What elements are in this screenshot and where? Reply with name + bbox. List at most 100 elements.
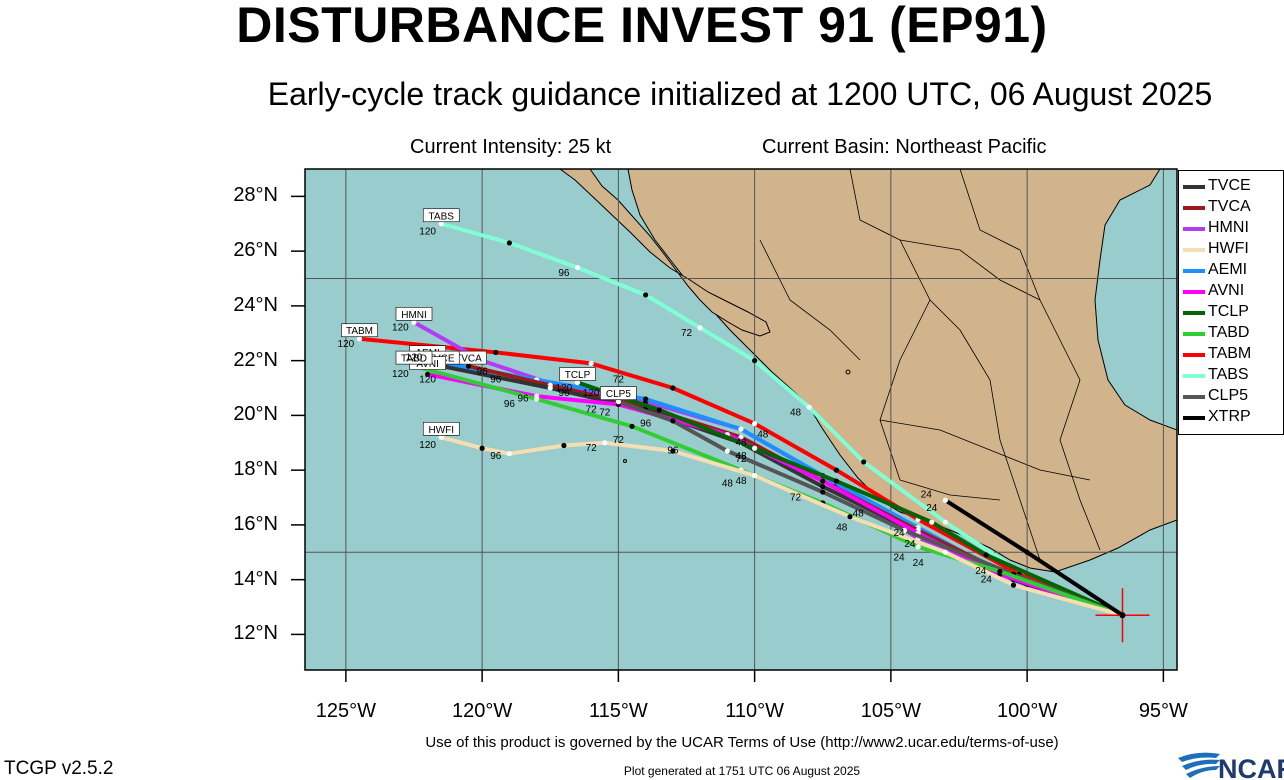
forecast-hour-label: 72 bbox=[790, 492, 802, 503]
forecast-hour-label: 96 bbox=[517, 394, 529, 405]
forecast-hour-label: 48 bbox=[853, 509, 865, 520]
forecast-hour-label: 96 bbox=[558, 388, 570, 399]
legend-swatch bbox=[1183, 185, 1205, 189]
forecast-point bbox=[724, 448, 730, 454]
forecast-hour-label: 120 bbox=[338, 339, 355, 350]
lon-label: 110°W bbox=[725, 700, 784, 722]
logo-text: NCAR bbox=[1218, 754, 1284, 780]
forecast-hour-label: 24 bbox=[981, 574, 993, 585]
legend-item-tvca: TVCA bbox=[1181, 197, 1281, 217]
forecast-point bbox=[670, 385, 676, 391]
forecast-point bbox=[942, 549, 948, 555]
forecast-point bbox=[738, 426, 744, 432]
forecast-point bbox=[901, 527, 908, 533]
track-name-label: HMNI bbox=[401, 310, 427, 321]
baja-california bbox=[559, 169, 771, 337]
forecast-point bbox=[752, 358, 758, 364]
forecast-point bbox=[847, 514, 853, 520]
forecast-point bbox=[752, 473, 758, 479]
forecast-point bbox=[574, 379, 581, 386]
forecast-hour-label: 72 bbox=[681, 328, 693, 339]
forecast-hour-label: 48 bbox=[790, 407, 802, 418]
forecast-point bbox=[643, 396, 649, 402]
forecast-hour-label: 72 bbox=[613, 375, 625, 386]
track-name-box bbox=[559, 367, 596, 381]
version-label: TCGP v2.5.2 bbox=[4, 758, 114, 779]
lon-label: 120°W bbox=[452, 700, 513, 722]
track-name-box bbox=[422, 208, 460, 223]
legend-item-avni: AVNI bbox=[1181, 281, 1281, 301]
forecast-point bbox=[506, 451, 512, 457]
forecast-point bbox=[615, 399, 621, 405]
forecast-point bbox=[670, 448, 676, 454]
forecast-point bbox=[820, 478, 826, 484]
forecast-point bbox=[833, 478, 839, 484]
forecast-point bbox=[479, 445, 485, 451]
forecast-point bbox=[465, 363, 472, 369]
legend-label: AEMI bbox=[1208, 261, 1248, 278]
forecast-point bbox=[820, 483, 826, 490]
forecast-hour-label: 120 bbox=[392, 323, 409, 334]
ncar-logo: NCAR bbox=[1178, 752, 1284, 780]
legend-swatch bbox=[1183, 290, 1205, 294]
track-name-box bbox=[422, 421, 460, 436]
land-layer bbox=[559, 169, 1177, 573]
forecast-hour-label: 24 bbox=[893, 528, 905, 539]
lat-label: 20°N bbox=[233, 403, 278, 426]
legend-swatch bbox=[1183, 248, 1205, 252]
track-name-box bbox=[395, 350, 433, 365]
forecast-hour-label: 120 bbox=[392, 369, 409, 380]
current-basin: Current Basin: Northeast Pacific bbox=[762, 136, 1047, 158]
forecast-hour-label: 48 bbox=[757, 429, 769, 440]
track-name-box bbox=[341, 323, 378, 338]
forecast-point bbox=[861, 459, 867, 465]
forecast-hour-label: 72 bbox=[599, 407, 611, 418]
forecast-hour-label: 24 bbox=[921, 490, 933, 501]
forecast-point bbox=[983, 552, 989, 558]
forecast-hour-label: 72 bbox=[613, 435, 625, 446]
forecast-point bbox=[438, 221, 444, 227]
forecast-point bbox=[697, 325, 703, 331]
legend-item-xtrp: XTRP bbox=[1181, 407, 1281, 427]
forecast-hour-label: 96 bbox=[504, 399, 516, 410]
legend-swatch bbox=[1183, 311, 1205, 315]
lon-label: 125°W bbox=[315, 700, 376, 722]
forecast-hour-label: 24 bbox=[975, 566, 987, 577]
forecast-point bbox=[752, 445, 758, 451]
forecast-point bbox=[602, 440, 608, 446]
island bbox=[623, 459, 627, 463]
forecast-point bbox=[411, 319, 417, 325]
legend-label: HMNI bbox=[1208, 219, 1249, 236]
marker-dot bbox=[1119, 612, 1126, 619]
forecast-hour-label: 48 bbox=[722, 479, 734, 490]
gulf-of-mexico bbox=[1094, 169, 1177, 431]
forecast-hour-label: 120 bbox=[406, 353, 423, 364]
legend-label: AVNI bbox=[1208, 282, 1245, 299]
legend-label: TVCA bbox=[1208, 198, 1251, 215]
track-name-label: CLP5 bbox=[606, 389, 631, 400]
track-name-label: TABD bbox=[401, 354, 427, 365]
lat-label: 24°N bbox=[233, 293, 278, 316]
forecast-hour-label: 72 bbox=[586, 443, 598, 454]
lat-label: 26°N bbox=[233, 239, 278, 262]
forecast-hour-label: 120 bbox=[419, 440, 436, 451]
lat-label: 22°N bbox=[233, 348, 278, 371]
forecast-point bbox=[561, 442, 567, 449]
state-boundaries bbox=[759, 169, 1101, 561]
forecast-point bbox=[574, 264, 581, 271]
legend-label: TABM bbox=[1208, 345, 1252, 362]
forecast-point bbox=[547, 385, 553, 391]
track-name-label: TABS bbox=[429, 211, 455, 222]
legend-label: CLP5 bbox=[1208, 387, 1249, 404]
terms-of-use[interactable]: Use of this product is governed by the U… bbox=[425, 734, 1059, 751]
model-legend: TVCE TVCA HMNI HWFI AEMI AVNI TCLP TABD TABM TABS… bbox=[1178, 170, 1284, 435]
forecast-point bbox=[356, 336, 363, 342]
track-layer bbox=[356, 221, 1125, 618]
legend-swatch bbox=[1183, 374, 1205, 378]
forecast-hour-label: 96 bbox=[667, 446, 679, 457]
map-subtitle: Early-cycle track guidance initialized a… bbox=[267, 76, 1213, 112]
forecast-point bbox=[493, 349, 499, 356]
forecast-point bbox=[820, 489, 826, 495]
forecast-hour-label: 72 bbox=[586, 405, 598, 416]
legend-swatch bbox=[1183, 227, 1205, 231]
